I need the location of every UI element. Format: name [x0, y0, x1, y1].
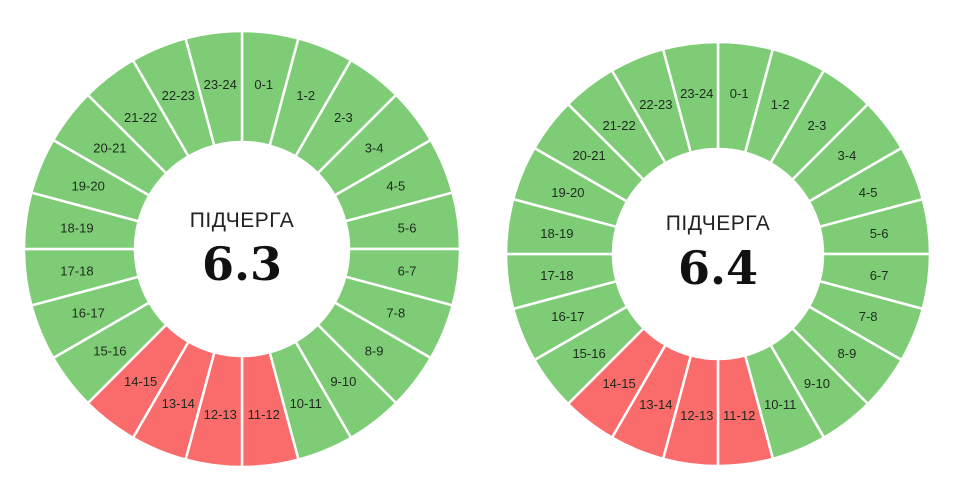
segment-label: 2-3 [334, 110, 353, 125]
segment-label: 2-3 [808, 118, 827, 133]
segment-label: 3-4 [365, 141, 384, 156]
segment-label: 4-5 [386, 178, 405, 193]
chart-title: ПІДЧЕРГА [666, 212, 770, 235]
segment-label: 15-16 [572, 346, 605, 361]
segment-label: 20-21 [93, 141, 126, 156]
segment-label: 22-23 [162, 88, 195, 103]
segment-label: 14-15 [124, 374, 157, 389]
segment-label: 6-7 [870, 268, 889, 283]
segment-23-24 [184, 29, 244, 148]
segment-label: 12-13 [680, 408, 713, 423]
segment-label: 18-19 [540, 226, 573, 241]
segment-label: 1-2 [296, 88, 315, 103]
segment-label: 23-24 [680, 86, 713, 101]
segment-label: 15-16 [93, 343, 126, 358]
segment-label: 9-10 [804, 376, 830, 391]
segment-label: 17-18 [540, 268, 573, 283]
segment-label: 6-7 [398, 264, 417, 279]
segment-label: 16-17 [551, 309, 584, 324]
segment-23-24 [661, 40, 720, 155]
segment-label: 10-11 [764, 397, 796, 412]
segment-label: 3-4 [838, 148, 857, 163]
segment-label: 19-20 [72, 178, 105, 193]
segment-label: 22-23 [639, 97, 672, 112]
segment-label: 13-14 [639, 397, 672, 412]
segment-label: 5-6 [398, 220, 417, 235]
segment-label: 7-8 [386, 306, 405, 321]
segment-label: 23-24 [204, 77, 237, 92]
subqueue-value: 6.4 [678, 241, 758, 295]
donut-chart-6.3: 0-1 1-2 2-3 3-4 4-5 5-6 6-7 7-8 8-9 9-10 10-11 11-1… [22, 29, 462, 469]
segment-label: 1-2 [771, 97, 790, 112]
chart-title: ПІДЧЕРГА [190, 209, 294, 232]
segment-label: 19-20 [551, 185, 584, 200]
segment-label: 14-15 [602, 376, 635, 391]
segment-label: 0-1 [730, 86, 749, 101]
segment-label: 13-14 [162, 396, 195, 411]
segment-label: 21-22 [602, 118, 635, 133]
donut-chart-6.4: 0-1 1-2 2-3 3-4 4-5 5-6 6-7 7-8 8-9 9-10 10-11 11-1… [504, 40, 932, 468]
segment-label: 8-9 [365, 343, 384, 358]
segment-label: 0-1 [254, 77, 273, 92]
segment-label: 4-5 [859, 185, 878, 200]
segment-label: 5-6 [870, 226, 889, 241]
segment-label: 10-11 [290, 396, 322, 411]
segment-label: 16-17 [72, 306, 105, 321]
segment-label: 11-12 [248, 407, 280, 422]
segment-label: 9-10 [330, 374, 356, 389]
segment-label: 7-8 [859, 309, 878, 324]
subqueue-value: 6.3 [202, 237, 282, 291]
segment-label: 8-9 [838, 346, 857, 361]
segment-label: 12-13 [204, 407, 237, 422]
segment-label: 21-22 [124, 110, 157, 125]
segment-label: 11-12 [723, 408, 755, 423]
segment-label: 20-21 [572, 148, 605, 163]
segment-label: 18-19 [60, 220, 93, 235]
segment-label: 17-18 [60, 264, 93, 279]
